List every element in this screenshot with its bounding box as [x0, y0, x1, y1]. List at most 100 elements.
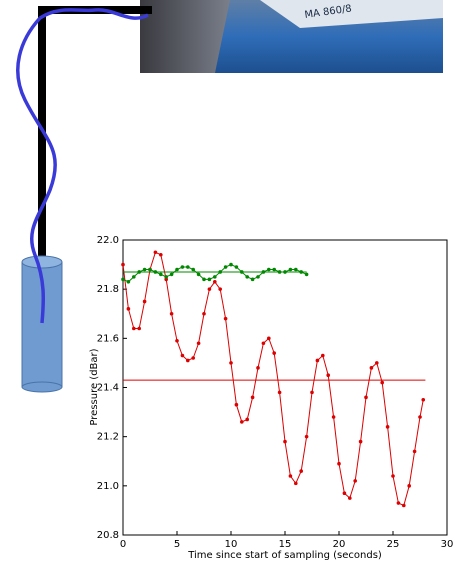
point [234, 402, 239, 407]
plot-frame [122, 239, 448, 536]
photo: MA 860/8 [140, 0, 443, 73]
point [299, 469, 304, 473]
point [121, 262, 125, 267]
point [229, 262, 233, 267]
point [218, 287, 222, 291]
y-tick-label: 21.2 [97, 432, 119, 443]
point [137, 326, 141, 331]
y-tick-label: 22.0 [97, 235, 119, 246]
point [186, 265, 190, 269]
point [164, 275, 168, 279]
point [391, 474, 395, 478]
x-axis-label: Time since start of sampling (seconds) [187, 550, 382, 561]
point [142, 299, 147, 304]
point [256, 366, 260, 370]
point [304, 272, 309, 277]
point [261, 341, 266, 346]
sensor [21, 255, 63, 393]
point [180, 265, 185, 269]
point [421, 397, 426, 402]
point [142, 267, 147, 272]
point [407, 484, 412, 488]
point [412, 449, 417, 454]
point [418, 415, 422, 419]
point [213, 279, 217, 284]
point [126, 279, 131, 284]
point [126, 307, 131, 311]
point [288, 474, 293, 478]
y-tick-label: 20.8 [97, 530, 119, 541]
point [331, 415, 336, 419]
point [207, 287, 212, 291]
point [283, 439, 287, 444]
point [364, 395, 368, 400]
y-tick-label: 21.0 [97, 481, 119, 492]
point [121, 277, 125, 282]
point [380, 380, 385, 385]
point [132, 275, 136, 279]
point [250, 395, 255, 400]
point [342, 491, 347, 496]
point [196, 272, 201, 277]
point [191, 267, 195, 272]
point [272, 351, 277, 355]
point [240, 420, 244, 424]
point [353, 479, 358, 483]
point [385, 425, 390, 429]
point [272, 267, 277, 272]
point [369, 366, 374, 370]
y-tick-label: 21.4 [97, 383, 119, 394]
point [169, 272, 174, 277]
point [267, 336, 271, 341]
point [153, 250, 158, 255]
point [277, 390, 282, 395]
x-tick-label: 10 [225, 539, 238, 550]
point [159, 252, 163, 257]
point [186, 358, 190, 363]
point [175, 267, 179, 272]
point [337, 461, 341, 466]
point [396, 501, 401, 505]
point [207, 277, 212, 282]
x-tick-label: 5 [174, 539, 180, 550]
point [202, 311, 206, 316]
x-tick-label: 0 [120, 539, 126, 550]
point [223, 316, 228, 321]
point [148, 267, 152, 272]
point [196, 341, 201, 346]
point [175, 338, 179, 343]
x-tick-label: 20 [333, 539, 346, 550]
pipe [38, 6, 152, 258]
point [375, 361, 379, 365]
y-tick-label: 21.6 [97, 333, 119, 344]
point [245, 417, 249, 422]
point [315, 358, 320, 363]
y-axis-label: Pressure (dBar) [89, 348, 100, 425]
point [234, 265, 239, 269]
point [159, 272, 163, 277]
point [191, 356, 195, 360]
point [402, 503, 406, 508]
point [202, 277, 206, 282]
point [169, 311, 174, 316]
point [321, 353, 325, 358]
point [310, 390, 314, 395]
x-tick-label: 25 [387, 539, 400, 550]
point [213, 275, 217, 279]
point [256, 275, 260, 279]
point [180, 353, 185, 358]
point [294, 481, 298, 486]
x-tick-label: 30 [441, 539, 454, 550]
point [229, 361, 233, 365]
point [267, 267, 271, 272]
point [326, 373, 331, 378]
point [245, 275, 249, 279]
point [304, 434, 309, 439]
point [358, 439, 363, 444]
point [294, 267, 298, 272]
point [132, 326, 136, 331]
point [250, 277, 255, 282]
x-tick-label: 15 [279, 539, 292, 550]
y-tick-label: 21.8 [97, 284, 119, 295]
